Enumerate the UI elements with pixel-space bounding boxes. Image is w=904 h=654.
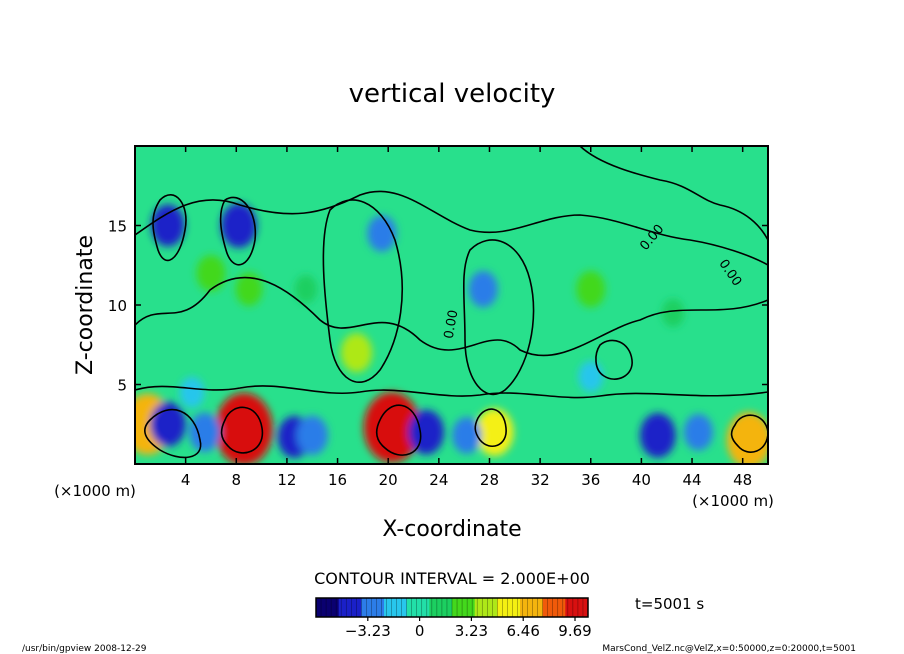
y-axis: 5 10 15 (108, 218, 768, 395)
x-tick-label: 28 (480, 471, 499, 489)
field-cell (296, 415, 328, 456)
colorbar-swatch (316, 598, 340, 617)
contour-line (462, 239, 535, 396)
contour-line (135, 276, 768, 357)
contour-line (144, 408, 202, 459)
colorbar-swatch (361, 598, 385, 617)
colorbar-swatch (406, 598, 430, 617)
colorbar-frame (315, 597, 589, 618)
field-cell (468, 270, 498, 308)
field-cell (408, 409, 445, 455)
y-axis-label: Z-coordinate (73, 235, 98, 375)
field-cell (661, 298, 685, 328)
field-cell (151, 204, 185, 247)
contour-line (579, 146, 768, 241)
contour-line (375, 404, 422, 456)
x-tick-label: 40 (632, 471, 651, 489)
x-axis: 4 8 12 16 20 24 28 32 36 40 44 48 (181, 146, 752, 489)
footer-source: MarsCond_VelZ.nc@VelZ,x=0:50000,z=0:2000… (602, 644, 856, 654)
colorbar-tick-label: 6.46 (507, 622, 540, 640)
field-cell (683, 413, 713, 451)
contour-line (152, 194, 187, 262)
field-cell (367, 215, 397, 252)
x-tick-label: 36 (581, 471, 600, 489)
colorbar-tick-label: 0 (415, 622, 425, 640)
colorbar-tick-label: 9.69 (558, 622, 591, 640)
colorbar-swatch (565, 598, 589, 617)
x-tick-label: 24 (429, 471, 448, 489)
field-cell (150, 401, 186, 447)
x-axis-unit-left: (×1000 m) (54, 482, 136, 500)
contour-line (474, 408, 507, 448)
field-cell (196, 254, 226, 292)
contour-line (135, 385, 768, 399)
contour-interval: CONTOUR INTERVAL = 2.000E+00 (314, 569, 590, 588)
colorbar-swatch (384, 598, 408, 617)
field-cell (214, 392, 273, 464)
time-label: t=5001 s (635, 595, 704, 613)
field-cell (576, 270, 606, 308)
x-tick-label: 20 (379, 471, 398, 489)
contour-lines (135, 146, 768, 459)
chart-title: vertical velocity (349, 79, 556, 109)
x-tick-label: 8 (232, 471, 242, 489)
contour-line (219, 196, 257, 266)
colorbar-swatch (474, 598, 498, 617)
field-cell (452, 417, 482, 454)
y-tick-label: 10 (108, 297, 127, 315)
colorbar-tick-label: −3.23 (345, 622, 391, 640)
y-tick-label: 5 (117, 377, 127, 395)
contour-line (595, 339, 633, 380)
colorbar-swatch (497, 598, 521, 617)
colorbar-swatch (520, 598, 544, 617)
colorbar-swatch (452, 598, 476, 617)
x-tick-label: 16 (328, 471, 347, 489)
field-cell (188, 412, 221, 452)
contour-line (135, 190, 768, 266)
x-tick-label: 32 (531, 471, 550, 489)
field-cell (363, 392, 421, 463)
field-cell (639, 413, 676, 458)
x-tick-label: 44 (682, 471, 701, 489)
y-tick-label: 15 (108, 218, 127, 236)
field-cell (294, 274, 318, 304)
contour-line (322, 199, 404, 383)
colorbar-swatch (429, 598, 453, 617)
field-cell (340, 333, 373, 373)
x-tick-label: 4 (181, 471, 191, 489)
colorbar-tick-label: 3.23 (455, 622, 488, 640)
colorbar-swatch (542, 598, 566, 617)
x-tick-label: 12 (277, 471, 296, 489)
field-cell (220, 203, 257, 248)
contour-line (730, 414, 768, 453)
x-axis-unit-right: (×1000 m) (692, 492, 774, 510)
field-cell (235, 272, 263, 306)
colorbar (315, 598, 589, 617)
colorbar-swatch (338, 598, 362, 617)
contour-line (220, 406, 264, 454)
footer-program: /usr/bin/gpview 2008-12-29 (22, 644, 147, 654)
field-cell (179, 376, 205, 408)
x-tick-label: 48 (733, 471, 752, 489)
field-cell (475, 408, 514, 456)
field-cell (578, 361, 604, 393)
x-axis-label: X-coordinate (382, 517, 521, 542)
colorbar-ticks: −3.23 0 3.23 6.46 9.69 (345, 617, 592, 640)
contour-label: 0.00 (442, 309, 462, 340)
